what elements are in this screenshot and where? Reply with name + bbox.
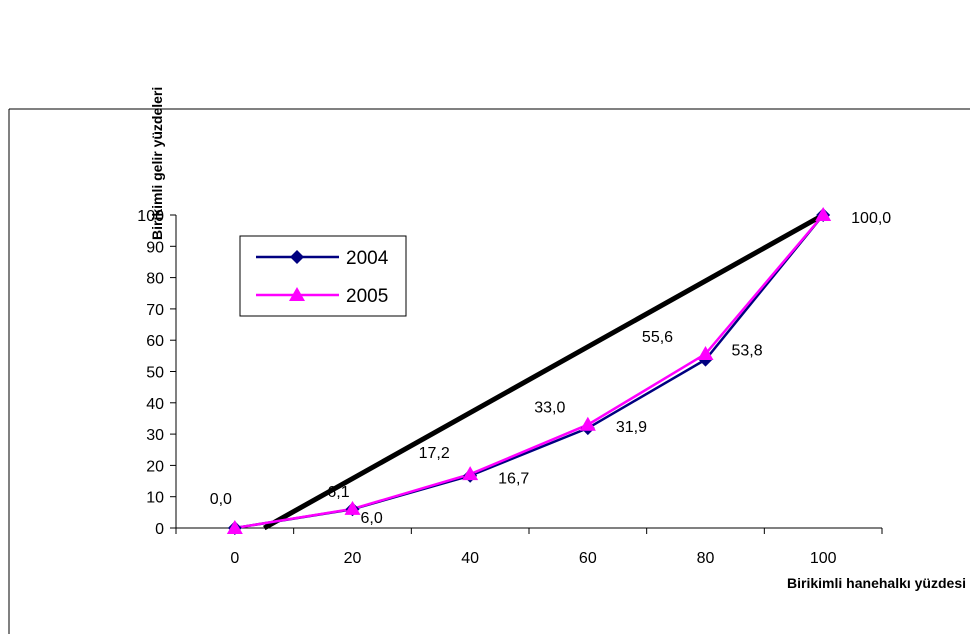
y-tick-label: 80	[146, 271, 164, 288]
data-label-2004: 53,8	[732, 343, 763, 360]
legend-marker-2005	[289, 287, 305, 301]
series-point-2005	[697, 345, 714, 360]
data-label-2004: 16,7	[498, 471, 529, 488]
y-axis-title: Birikimli gelir yüzdeleri	[149, 87, 165, 240]
series-layer	[226, 207, 832, 535]
legend: 2004 2005	[239, 235, 407, 317]
x-axis-title: Birikimli hanehalkı yüzdesi	[787, 575, 966, 591]
y-tick-label: 20	[146, 458, 164, 475]
series-point-2005	[462, 466, 479, 481]
y-tick-label: 0	[155, 521, 164, 538]
equality-line	[263, 212, 825, 531]
x-axis-ticks: 0 20 40 60 80 100	[175, 528, 883, 567]
data-label-2005: 17,2	[419, 445, 450, 462]
y-tick-label: 60	[146, 333, 164, 350]
x-tick-label: 80	[697, 550, 715, 567]
x-tick-label: 40	[461, 550, 479, 567]
y-axis-ticks: 0 10 20 30 40 50 60 70 80 90 100	[137, 208, 176, 538]
data-label-2004: 0,0	[210, 491, 232, 508]
series-point-2005	[815, 207, 832, 221]
series-point-2005	[226, 520, 243, 534]
x-tick-label: 0	[230, 550, 239, 567]
data-label-2004: 100,0	[851, 210, 891, 227]
x-tick-label: 20	[344, 550, 362, 567]
y-tick-label: 50	[146, 365, 164, 382]
y-tick-label: 70	[146, 302, 164, 319]
x-tick-label: 100	[810, 550, 837, 567]
data-labels-layer: 0,0 6,0 16,7 31,9 53,8 100,0 6,1 17,2 33,0 55,6	[210, 210, 892, 527]
data-label-2005: 33,0	[534, 400, 565, 417]
data-label-2005: 6,1	[327, 484, 349, 501]
data-label-2004: 6,0	[361, 510, 383, 527]
series-line-2005	[234, 214, 825, 530]
y-tick-label: 90	[146, 239, 164, 256]
legend-marker-2004	[290, 250, 304, 264]
series-point-2005	[344, 500, 361, 515]
data-label-2004: 31,9	[616, 419, 647, 436]
y-tick-label: 10	[146, 490, 164, 507]
legend-label-2005: 2005	[346, 286, 388, 307]
y-tick-label: 100	[137, 208, 164, 225]
y-tick-label: 40	[146, 396, 164, 413]
legend-box	[239, 235, 407, 317]
legend-label-2004: 2004	[346, 248, 389, 269]
y-tick-label: 30	[146, 427, 164, 444]
data-label-2005: 55,6	[642, 329, 673, 346]
series-point-2005	[579, 416, 596, 431]
x-tick-label: 60	[579, 550, 597, 567]
